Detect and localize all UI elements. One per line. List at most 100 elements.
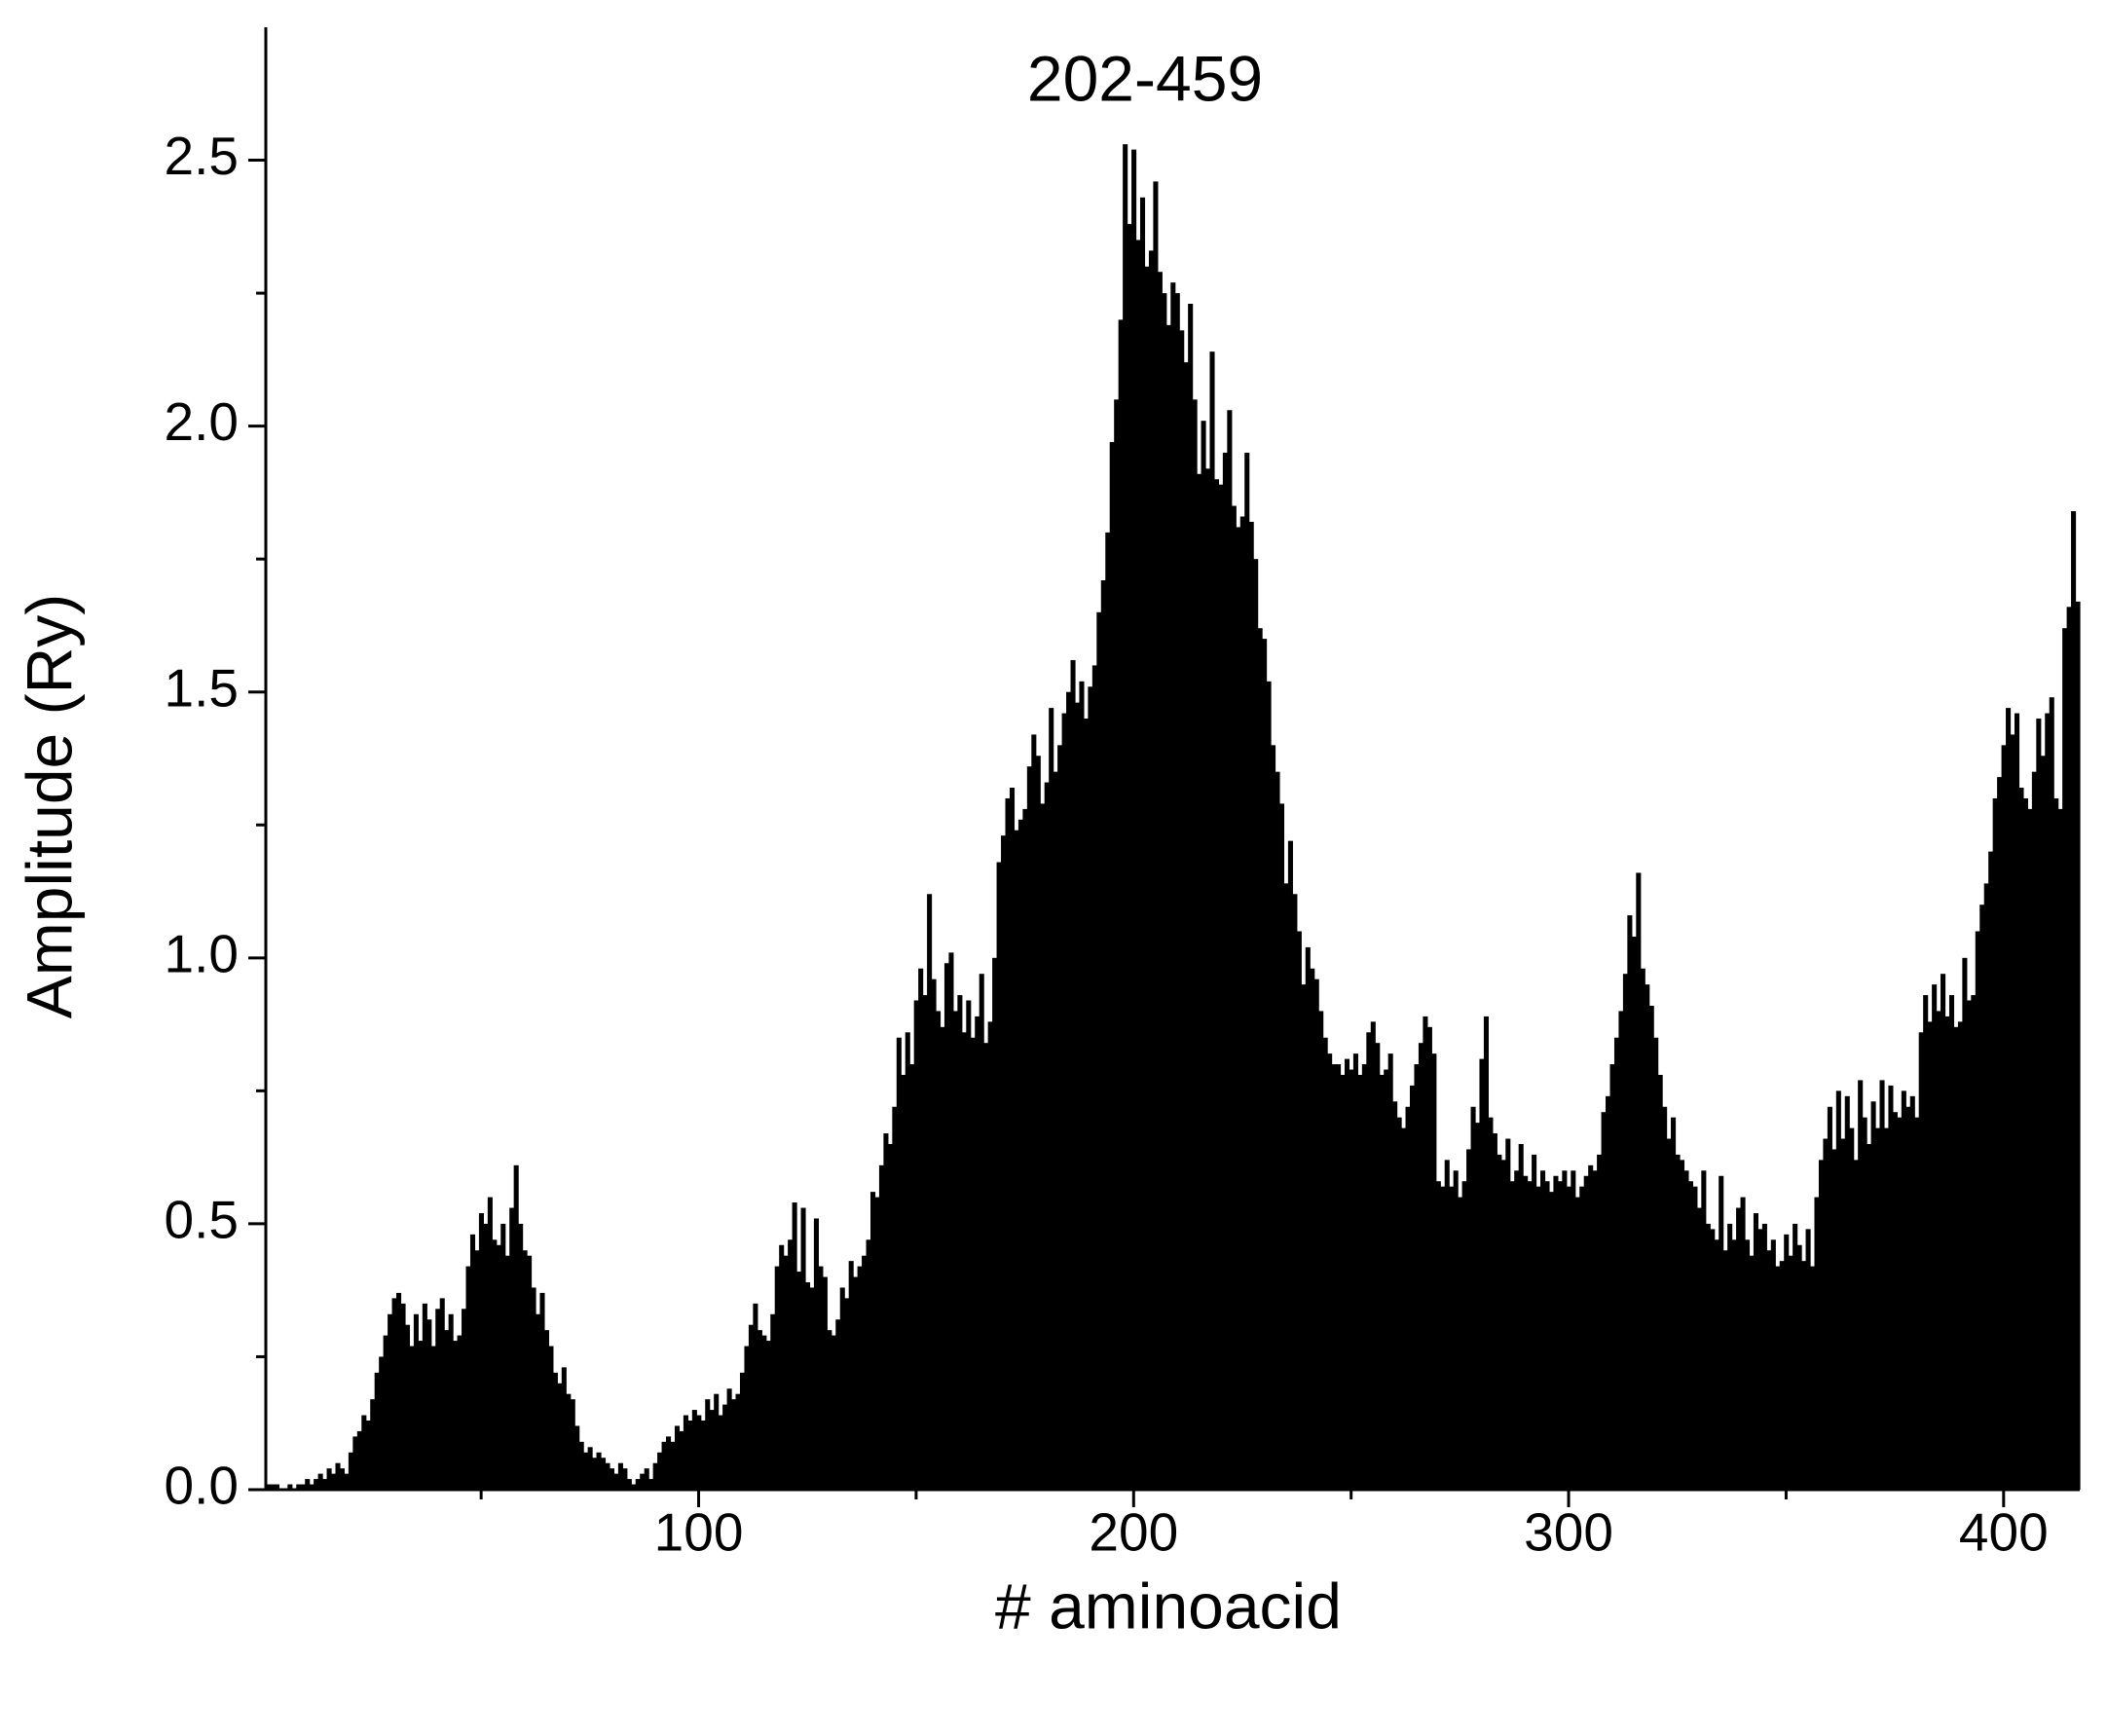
bar	[1892, 1112, 1898, 1490]
bar	[1553, 1175, 1559, 1490]
bar	[887, 1143, 893, 1490]
bar	[400, 1303, 406, 1490]
bar	[1114, 399, 1120, 1490]
bar	[596, 1452, 602, 1490]
bar	[922, 995, 928, 1490]
bar	[1818, 1160, 1825, 1490]
bar	[640, 1473, 646, 1490]
bar	[1814, 1197, 1820, 1490]
bar	[1532, 1154, 1537, 1490]
bar	[430, 1346, 436, 1490]
bar	[1853, 1160, 1859, 1490]
bar	[396, 1292, 402, 1490]
bar	[1801, 1261, 1807, 1490]
bar	[1714, 1239, 1719, 1490]
bar	[1971, 995, 1977, 1490]
bar	[1696, 1207, 1702, 1490]
bar	[1671, 1117, 1677, 1490]
bar	[409, 1346, 415, 1490]
bar	[274, 1484, 280, 1490]
bar	[1301, 984, 1307, 1490]
bar	[1805, 1229, 1811, 1490]
bar	[1523, 1175, 1529, 1490]
bar	[1675, 1154, 1681, 1490]
bar	[1796, 1244, 1802, 1490]
bar	[1849, 1127, 1855, 1490]
bar	[605, 1462, 610, 1490]
bar	[1257, 628, 1263, 1490]
bar	[683, 1415, 688, 1490]
bar	[1109, 442, 1115, 1490]
bar	[1888, 1085, 1894, 1490]
bar	[857, 1266, 863, 1490]
bar	[453, 1341, 459, 1490]
bar	[657, 1452, 663, 1490]
bar	[1049, 708, 1054, 1490]
bar	[1253, 559, 1259, 1490]
bar	[822, 1276, 828, 1490]
bar	[1035, 756, 1041, 1490]
bar	[1518, 1143, 1524, 1490]
bar	[2031, 771, 2037, 1490]
bar	[413, 1313, 419, 1490]
bar	[1031, 734, 1037, 1490]
bar	[1305, 946, 1311, 1490]
bar	[1500, 1160, 1506, 1490]
bar	[1127, 224, 1132, 1490]
bar	[700, 1420, 706, 1490]
bar	[531, 1287, 536, 1490]
bar	[1566, 1186, 1571, 1490]
x-tick-label: 300	[1524, 1502, 1613, 1563]
bar	[753, 1303, 758, 1490]
bar	[509, 1207, 515, 1490]
y-tick-label: 2.5	[165, 126, 239, 186]
bar	[1966, 1000, 1972, 1490]
bar	[722, 1404, 728, 1490]
bar	[831, 1335, 836, 1490]
bar	[1483, 1016, 1490, 1490]
bar	[1201, 421, 1206, 1490]
bar	[1909, 1095, 1915, 1490]
bar	[483, 1223, 489, 1490]
bar	[892, 1106, 898, 1490]
bar	[356, 1430, 362, 1490]
bar	[478, 1212, 484, 1490]
bar	[465, 1266, 471, 1490]
bar	[1627, 915, 1633, 1490]
bar	[1192, 399, 1198, 1490]
bar	[1831, 1149, 1837, 1490]
bar	[1944, 1016, 1950, 1490]
bar	[1858, 1080, 1864, 1490]
bar	[1409, 1085, 1416, 1490]
bar	[770, 1313, 776, 1490]
bar	[474, 1250, 480, 1490]
bar	[761, 1335, 767, 1490]
bar	[1157, 272, 1163, 1490]
bar	[1227, 410, 1233, 1490]
bar	[1679, 1160, 1685, 1490]
bar	[1387, 1053, 1393, 1490]
bar	[1088, 686, 1093, 1490]
bar	[1435, 1181, 1441, 1490]
bar	[862, 1255, 868, 1490]
bar	[1601, 1112, 1607, 1490]
bar	[961, 1032, 967, 1490]
bar	[1096, 611, 1102, 1490]
bar	[335, 1462, 341, 1490]
bar	[1239, 516, 1245, 1490]
bar	[601, 1458, 607, 1490]
bar	[1618, 1011, 1624, 1490]
x-tick-label: 100	[654, 1502, 744, 1563]
bar	[1357, 1074, 1363, 1490]
bar	[1091, 665, 1097, 1490]
bar	[1479, 1058, 1485, 1490]
bar	[1705, 1223, 1711, 1490]
bar	[1118, 319, 1124, 1490]
bar	[1414, 1064, 1420, 1490]
bar	[1749, 1255, 1755, 1490]
bar	[1571, 1170, 1576, 1490]
bar	[426, 1319, 432, 1490]
bar	[839, 1287, 845, 1490]
bar	[735, 1393, 741, 1490]
bar	[339, 1468, 346, 1490]
